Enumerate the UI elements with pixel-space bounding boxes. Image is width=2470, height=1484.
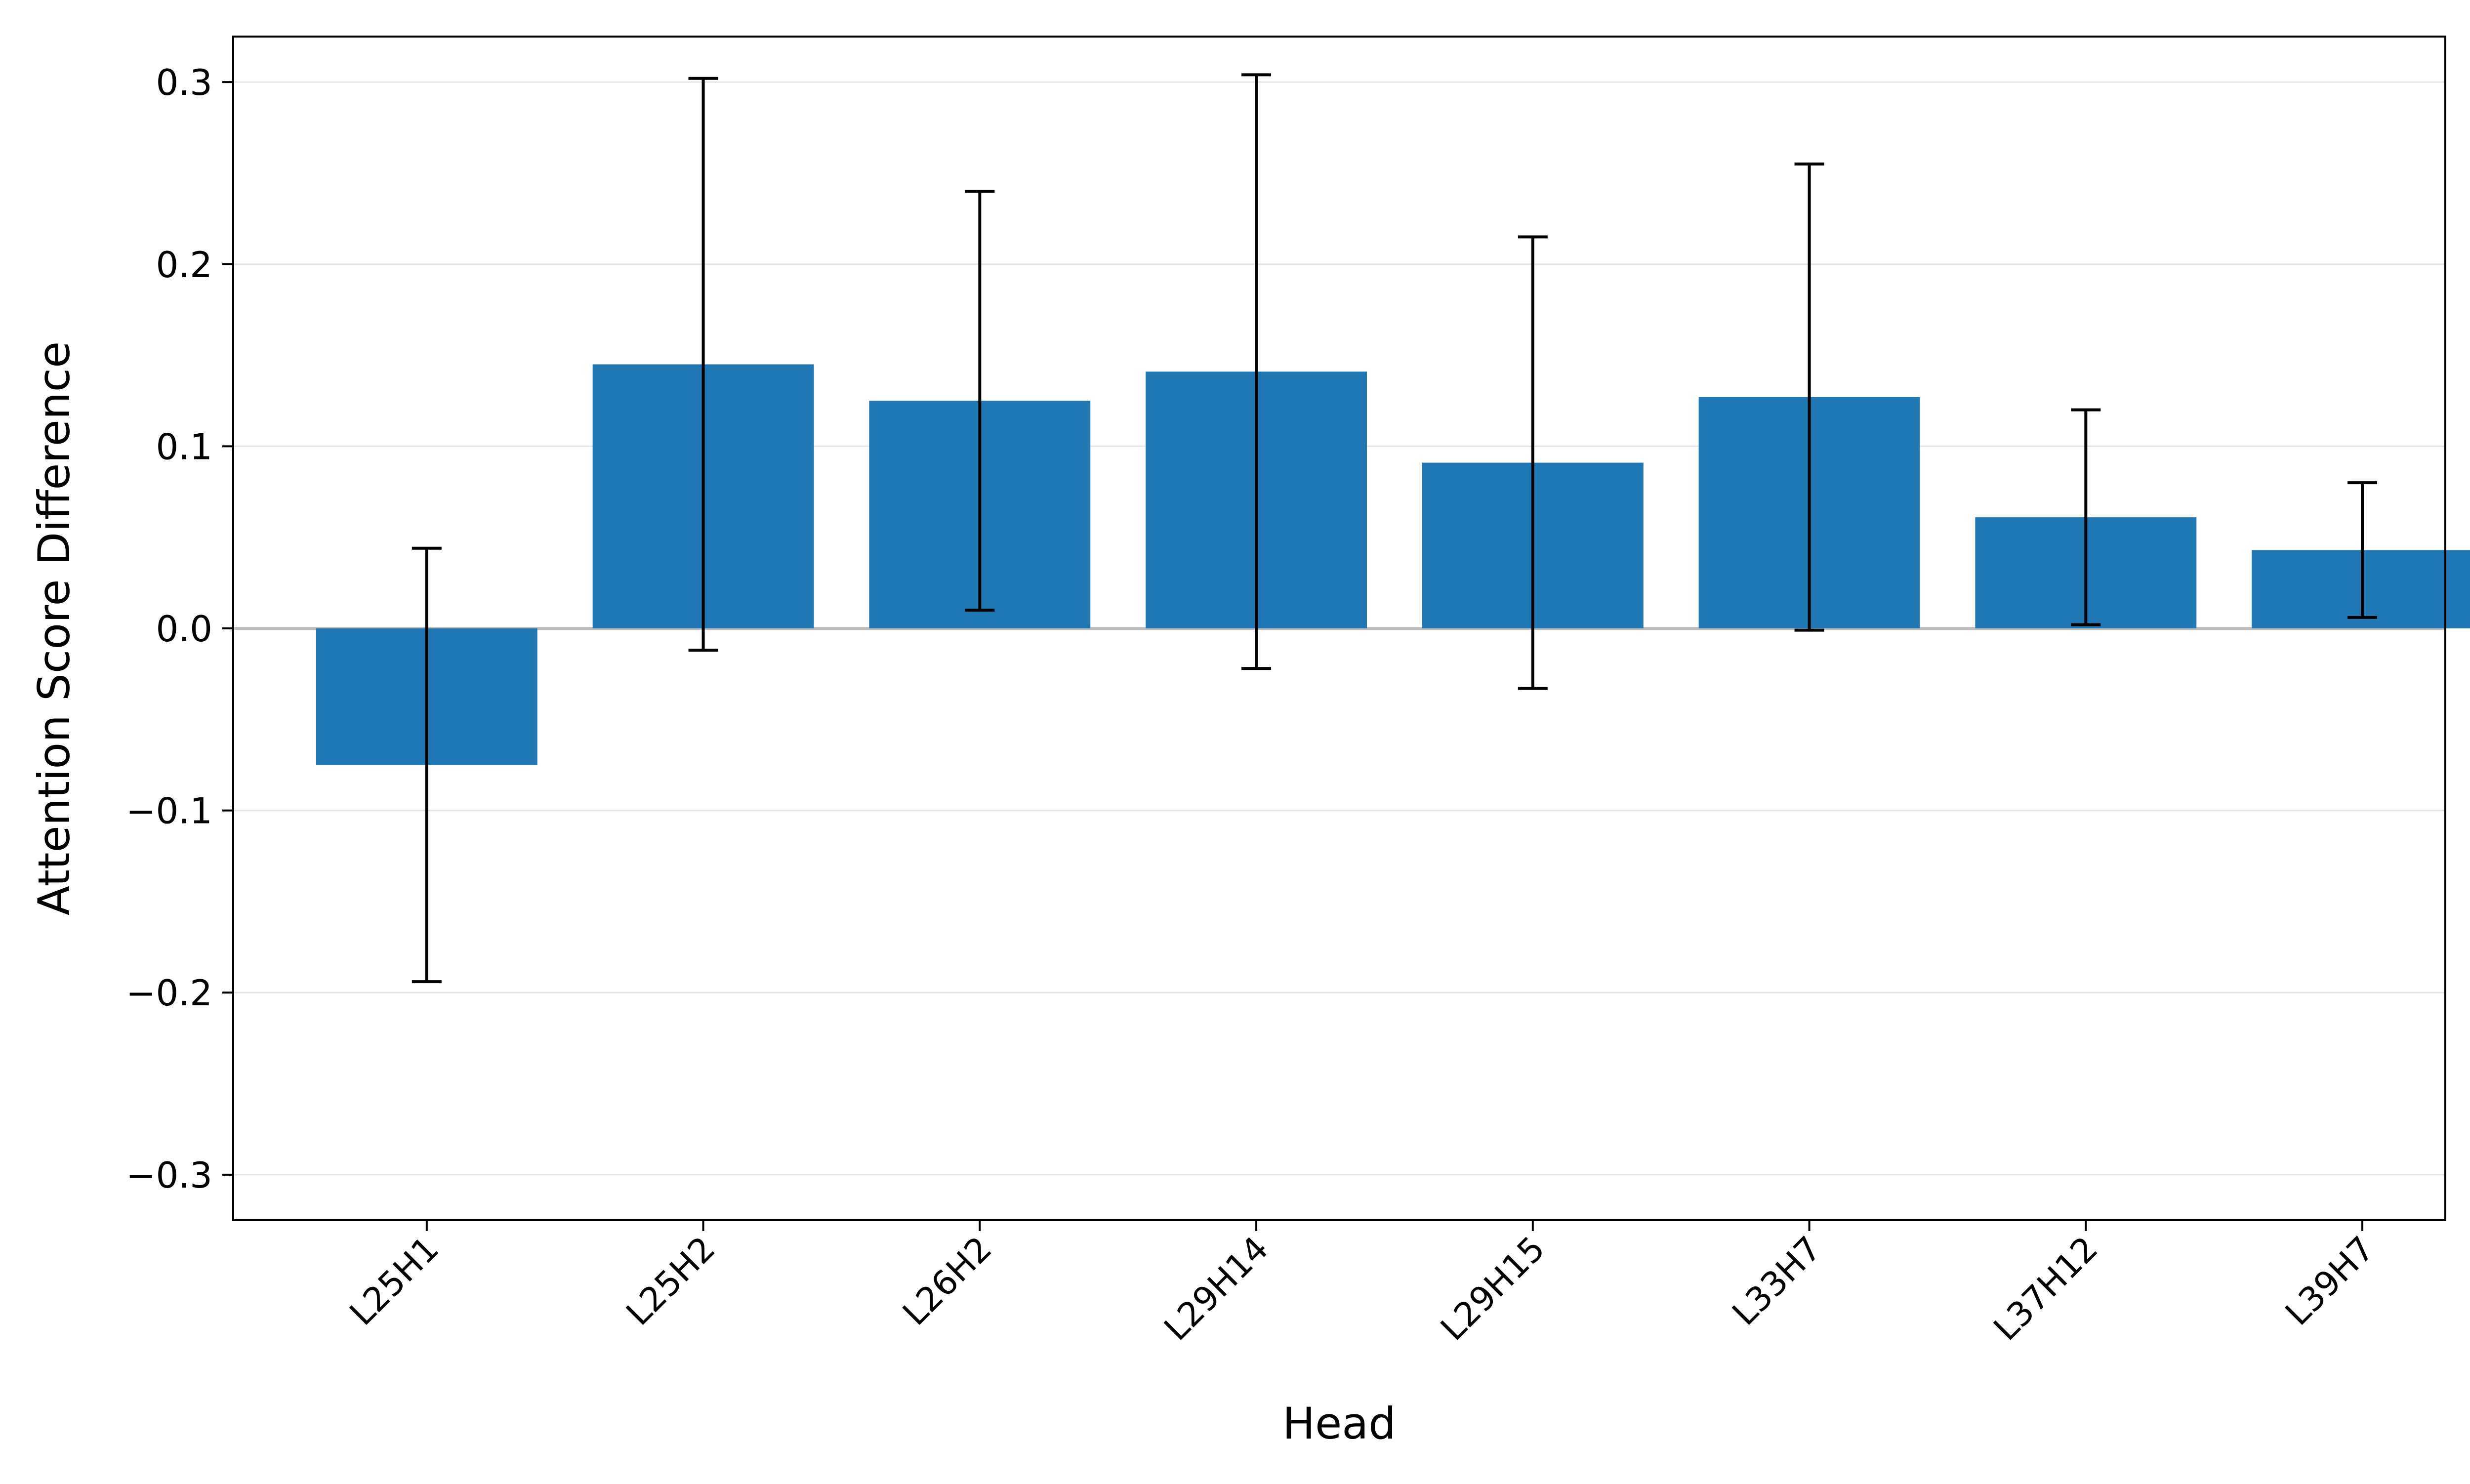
y-tick-label: −0.1 [126, 790, 212, 832]
x-axis-title: Head [1282, 1398, 1396, 1449]
y-axis-title: Attention Score Difference [29, 341, 80, 915]
error-bar-l33h7 [1794, 163, 1824, 632]
y-tick-label: 0.3 [156, 62, 212, 103]
y-tick-label: 0.1 [156, 426, 212, 467]
error-bar-l26h2 [965, 190, 995, 612]
error-bar-l29h15 [1518, 235, 1548, 690]
error-bars [412, 73, 2378, 984]
y-tick-label: −0.2 [126, 972, 212, 1014]
y-tick-label: 0.0 [156, 608, 212, 650]
y-tick-label: 0.2 [156, 244, 212, 286]
y-axis-ticks: −0.3 −0.2 −0.1 0.0 0.1 0.2 0.3 [126, 62, 233, 1196]
error-bar-l25h1 [412, 546, 442, 984]
y-tick-label: −0.3 [126, 1154, 212, 1196]
error-bar-l39h7 [2347, 481, 2378, 619]
error-bar-l29h14 [1241, 73, 1272, 670]
error-bar-l25h2 [688, 77, 718, 652]
error-bar-l37h12 [2071, 408, 2101, 626]
